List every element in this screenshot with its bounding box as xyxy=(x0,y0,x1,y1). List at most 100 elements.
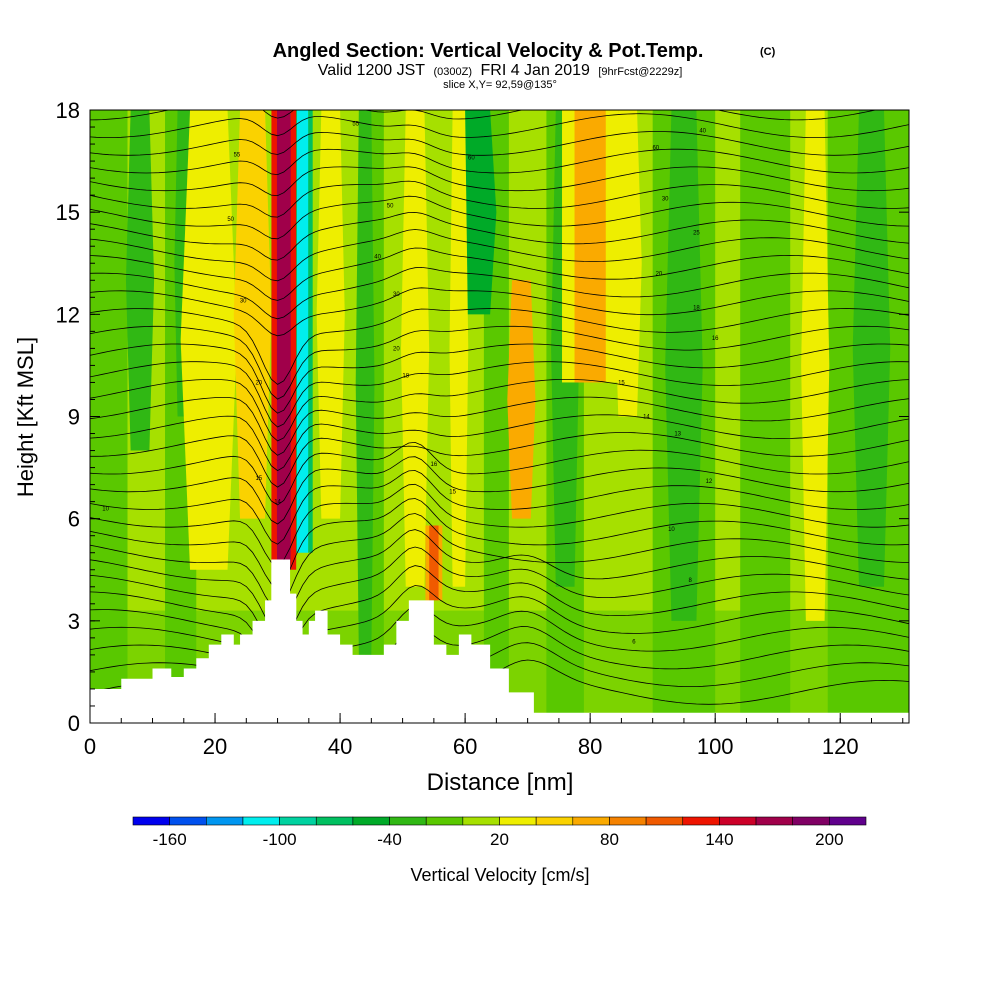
theta-contour xyxy=(90,513,909,609)
colorbar-tick-label: -160 xyxy=(153,830,187,849)
updraft-band xyxy=(507,280,536,519)
downdraft-band xyxy=(852,110,891,587)
updraft-band-edge xyxy=(438,525,443,601)
x-tick-label: 60 xyxy=(453,734,477,759)
colorbar-tick-label: -40 xyxy=(377,830,402,849)
colorbar-swatch xyxy=(829,816,867,826)
updraft-band-edge xyxy=(425,525,430,601)
theta-contour-label: 40 xyxy=(374,254,381,260)
theta-contour xyxy=(90,195,909,240)
y-tick-label: 3 xyxy=(68,609,80,634)
colorbar-swatch xyxy=(755,816,793,826)
theta-contour-label: 18 xyxy=(402,374,409,380)
theta-contour-label: 15 xyxy=(449,489,456,495)
theta-contour xyxy=(90,361,909,428)
terrain xyxy=(90,559,909,723)
downdraft-band xyxy=(458,110,497,315)
theta-contour-label: 13 xyxy=(674,432,681,438)
theta-contour-label: 30 xyxy=(240,299,247,305)
theta-contour xyxy=(90,247,909,301)
theta-contour-label: 15 xyxy=(255,476,262,482)
x-tick-label: 80 xyxy=(578,734,602,759)
theta-contour-label: 50 xyxy=(387,203,394,209)
updraft-band-edge xyxy=(562,110,575,383)
updraft-band-edge xyxy=(290,110,297,570)
colorbar-swatch xyxy=(792,816,830,826)
x-tick-label: 20 xyxy=(203,734,227,759)
colorbar-swatch xyxy=(535,816,574,826)
colorbar-swatch xyxy=(719,816,757,826)
theta-contour-label: 6 xyxy=(632,639,636,645)
colorbar-swatch xyxy=(572,816,610,826)
colorbar-swatch xyxy=(242,816,280,826)
theta-contour xyxy=(90,396,909,456)
theta-contour-label: 16 xyxy=(431,462,438,468)
colorbar-swatch xyxy=(132,816,170,826)
theta-contour xyxy=(90,565,909,671)
y-tick-label: 18 xyxy=(56,98,80,123)
updraft-band xyxy=(613,110,642,417)
theta-contour-label: 8 xyxy=(689,578,693,584)
theta-contour xyxy=(90,229,909,282)
y-tick-label: 0 xyxy=(68,711,80,736)
theta-contour-label: 14 xyxy=(274,500,281,506)
downdraft-band xyxy=(665,110,703,621)
theta-contour xyxy=(90,180,909,218)
updraft-band xyxy=(426,525,441,601)
colorbar-swatch xyxy=(169,816,207,826)
theta-contour xyxy=(90,343,909,414)
theta-contour-label: 18 xyxy=(693,306,700,312)
y-tick-label: 6 xyxy=(68,507,80,532)
theta-contour xyxy=(90,456,909,525)
y-axis-label: Height [Kft MSL] xyxy=(13,337,38,497)
theta-contour-label: 16 xyxy=(712,336,719,342)
updraft-band xyxy=(566,110,614,383)
theta-contour-label: 10 xyxy=(668,527,675,533)
subtitle-valid: Valid 1200 JST xyxy=(318,62,426,79)
colorbar-swatch xyxy=(499,816,537,826)
theta-contour xyxy=(90,498,909,588)
colorbar-swatch xyxy=(279,816,317,826)
theta-contour-label: 20 xyxy=(393,346,400,352)
theta-contour xyxy=(90,166,909,197)
downdraft-band xyxy=(125,110,155,451)
colorbar-swatch xyxy=(609,816,647,826)
y-tick-label: 12 xyxy=(56,302,80,327)
updraft-band xyxy=(801,110,830,621)
colorbar-tick-label: 140 xyxy=(705,830,733,849)
theta-contour-label: 30 xyxy=(393,292,400,298)
colorbar-swatch xyxy=(462,816,500,826)
updraft-band xyxy=(180,110,237,570)
colorbar-tick-label: 80 xyxy=(600,830,619,849)
theta-contour xyxy=(90,432,909,488)
title-mark: (C) xyxy=(760,46,776,58)
chart-title: Angled Section: Vertical Velocity & Pot.… xyxy=(273,40,704,62)
updraft-band xyxy=(449,110,469,587)
updraft-band xyxy=(401,110,430,587)
subtitle-forecast: [9hrFcst@2229z] xyxy=(598,66,682,78)
downdraft-band-edge xyxy=(308,110,313,553)
updraft-band xyxy=(316,110,345,519)
slice-label: slice X,Y= 92,59@135° xyxy=(443,79,557,91)
colorbar-swatch xyxy=(352,816,390,826)
theta-contour-label: 20 xyxy=(656,271,663,277)
terrain-fill xyxy=(90,559,909,723)
colorbar: -160 -100 -40 20 80 140 200 xyxy=(132,816,867,849)
theta-contour xyxy=(90,546,909,651)
x-tick-label: 40 xyxy=(328,734,352,759)
theta-contour-label: 50 xyxy=(227,217,234,223)
colorbar-swatch xyxy=(425,816,464,826)
colorbar-tick-label: -100 xyxy=(263,830,297,849)
theta-contour xyxy=(90,379,909,442)
theta-contour xyxy=(90,110,878,121)
colorbar-label: Vertical Velocity [cm/s] xyxy=(410,865,589,885)
subtitle-utc: (0300Z) xyxy=(434,66,473,78)
plot-area: 10 55 50 30 20 15 14 55 50 40 30 20 18 16 15 60 60 40 30 25… xyxy=(90,110,909,723)
theta-contour xyxy=(90,266,909,320)
theta-contour-label: 15 xyxy=(618,380,625,386)
theta-contour xyxy=(90,131,909,156)
theta-contour xyxy=(90,211,909,261)
theta-contour-label: 60 xyxy=(468,156,475,162)
y-tick-label: 9 xyxy=(68,405,80,430)
